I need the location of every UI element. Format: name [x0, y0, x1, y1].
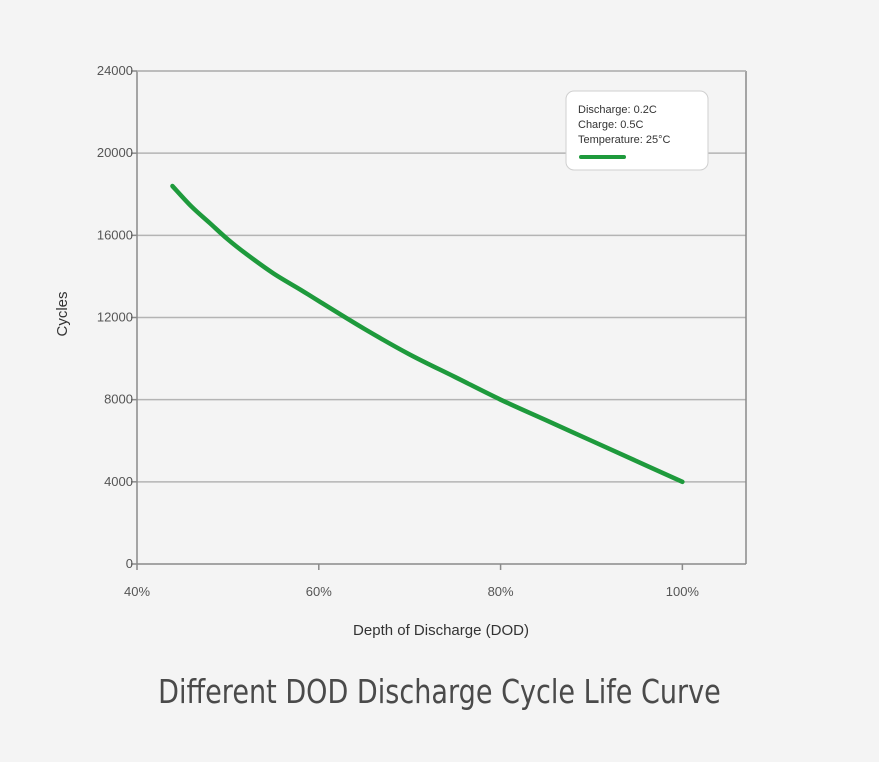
chart: 0 4000 8000 12000 16000 20000 24000 40% 60% 80% 10…	[54, 63, 747, 639]
y-axis-label: Cycles	[54, 291, 71, 336]
y-tick-label: 8000	[104, 392, 133, 407]
x-tick-label: 100%	[666, 584, 700, 599]
legend: Discharge: 0.2C Charge: 0.5C Temperature…	[565, 90, 709, 171]
legend-line-charge: Charge: 0.5C	[578, 119, 643, 131]
tick-labels: 0 4000 8000 12000 16000 20000 24000 40% 60% 80% 10…	[97, 63, 700, 599]
page-caption: Different DOD Discharge Cycle Life Curve	[158, 672, 721, 711]
series	[170, 183, 685, 485]
y-tick-label: 4000	[104, 474, 133, 489]
x-tick-label: 80%	[488, 584, 514, 599]
y-tick-label: 12000	[97, 310, 133, 325]
series-line-0	[170, 183, 685, 485]
x-tick-label: 60%	[306, 584, 332, 599]
y-tick-label: 16000	[97, 227, 133, 242]
legend-line-discharge: Discharge: 0.2C	[578, 104, 657, 116]
y-tick-label: 20000	[97, 145, 133, 160]
y-tick-label: 24000	[97, 63, 133, 78]
y-tick-label: 0	[126, 556, 133, 571]
legend-box	[565, 90, 709, 171]
x-axis-label: Depth of Discharge (DOD)	[353, 622, 529, 639]
legend-line-temperature: Temperature: 25°C	[578, 134, 670, 146]
x-tick-label: 40%	[124, 584, 150, 599]
